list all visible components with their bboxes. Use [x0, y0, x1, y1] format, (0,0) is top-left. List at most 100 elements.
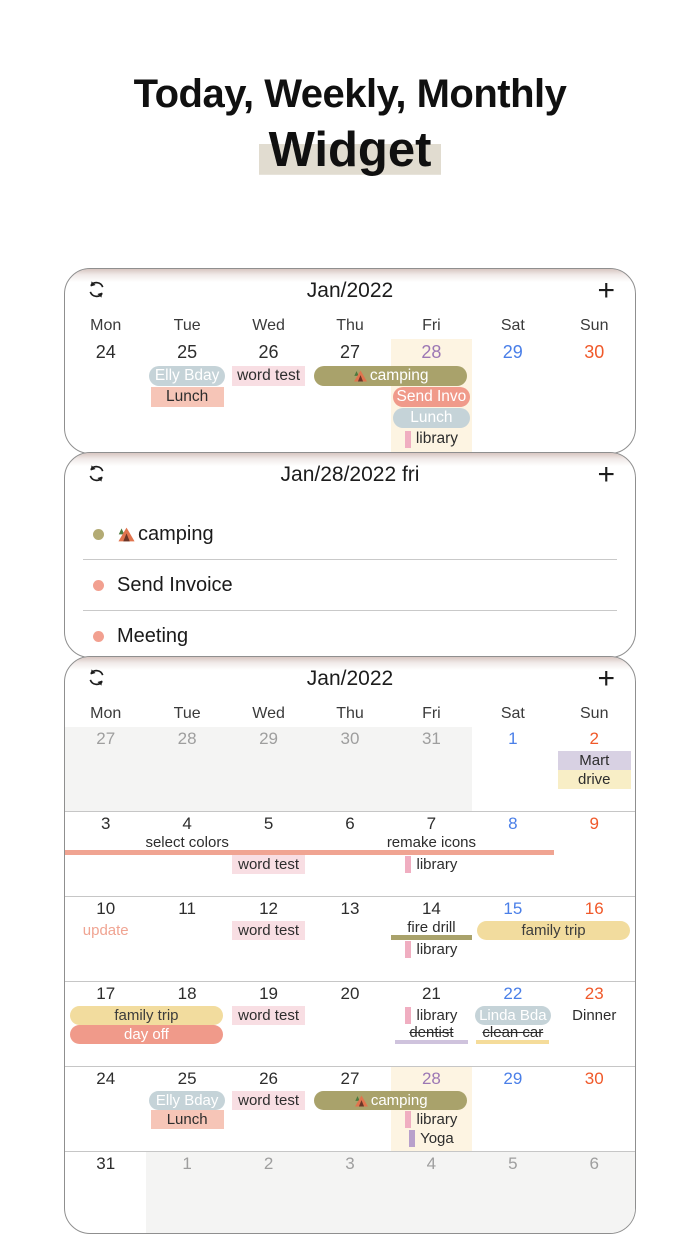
- day-cell[interactable]: 1: [508, 729, 518, 748]
- day-cell[interactable]: 6: [345, 814, 355, 833]
- agenda-item[interactable]: Meeting: [83, 611, 617, 657]
- dates-row: 24 25 26 27 28 29 30: [65, 1067, 635, 1091]
- event-camping[interactable]: camping: [309, 366, 472, 386]
- event-camping[interactable]: camping: [309, 1091, 472, 1110]
- refresh-button[interactable]: [87, 464, 106, 486]
- daily-widget: Jan/28/2022 fri + camping Send Invoice Mee…: [64, 452, 636, 658]
- event-select-colors[interactable]: select colors: [65, 835, 310, 855]
- day-cell[interactable]: 9: [589, 814, 599, 833]
- event-elly-bday[interactable]: Elly Bday: [146, 366, 227, 386]
- day-cell[interactable]: 7: [426, 814, 437, 833]
- event-remake-icons[interactable]: remake icons: [309, 835, 554, 855]
- day-cell[interactable]: 30: [340, 729, 360, 748]
- day-cell[interactable]: 1: [182, 1154, 192, 1173]
- event-word-test[interactable]: word test: [228, 855, 309, 874]
- day-cell[interactable]: 4: [426, 1154, 437, 1173]
- day-cell[interactable]: 20: [340, 984, 360, 1003]
- event-update[interactable]: update: [65, 921, 146, 940]
- event-word-test[interactable]: word test: [228, 366, 309, 386]
- day-cell[interactable]: 28: [421, 341, 442, 362]
- event-lunch[interactable]: Lunch: [391, 408, 472, 428]
- event-yoga[interactable]: Yoga: [391, 1129, 472, 1148]
- event-fire-drill[interactable]: fire drill: [390, 920, 473, 940]
- event-library[interactable]: library: [391, 855, 472, 874]
- day-cell[interactable]: 3: [100, 814, 111, 833]
- calendar-week: 10 11 12 13 14 15 16 update word test fire drill f…: [65, 896, 635, 981]
- event-linda-bda[interactable]: Linda Bda: [472, 1006, 553, 1025]
- event-elly-bday[interactable]: Elly Bday: [146, 1091, 227, 1110]
- event-library[interactable]: library: [391, 940, 472, 959]
- day-cell[interactable]: 8: [508, 814, 518, 833]
- day-cell[interactable]: 29: [502, 341, 523, 362]
- event-lunch[interactable]: Lunch: [146, 387, 227, 407]
- event-dentist[interactable]: dentist: [391, 1025, 472, 1044]
- event-word-test[interactable]: word test: [228, 921, 309, 940]
- add-event-button[interactable]: +: [597, 662, 615, 695]
- day-cell[interactable]: 11: [178, 899, 196, 918]
- day-cell[interactable]: 26: [258, 341, 279, 362]
- event-mart[interactable]: Mart: [554, 751, 635, 770]
- agenda-item[interactable]: Send Invoice: [83, 560, 617, 611]
- day-cell[interactable]: 28: [421, 1069, 441, 1088]
- day-cell[interactable]: 21: [421, 984, 441, 1003]
- day-cell[interactable]: 29: [503, 1069, 523, 1088]
- event-day-off[interactable]: day off: [65, 1025, 228, 1044]
- day-cell[interactable]: 5: [508, 1154, 518, 1173]
- day-cell[interactable]: 2: [589, 729, 599, 748]
- day-cell[interactable]: 23: [584, 984, 604, 1003]
- day-cell[interactable]: 29: [259, 729, 279, 748]
- day-cell[interactable]: 24: [96, 1069, 116, 1088]
- event-drive[interactable]: drive: [554, 770, 635, 789]
- add-event-button[interactable]: +: [597, 458, 615, 491]
- refresh-button[interactable]: [87, 668, 106, 690]
- event-row: Lunch library: [65, 1110, 635, 1129]
- event-word-test[interactable]: word test: [228, 1006, 309, 1025]
- day-cell[interactable]: 15: [503, 899, 523, 918]
- day-cell[interactable]: 16: [584, 899, 604, 918]
- day-cell[interactable]: 27: [96, 729, 116, 748]
- refresh-button[interactable]: [87, 280, 106, 302]
- day-cell[interactable]: 6: [589, 1154, 599, 1173]
- dates-row: 3 4 5 6 7 8 9: [65, 812, 635, 836]
- event-lunch[interactable]: Lunch: [146, 1110, 227, 1129]
- day-cell[interactable]: 30: [584, 1069, 604, 1088]
- day-cell[interactable]: 26: [259, 1069, 279, 1088]
- day-cell[interactable]: 24: [95, 341, 116, 362]
- event-color-bar: [405, 941, 412, 958]
- day-cell[interactable]: 31: [421, 729, 441, 748]
- day-cell[interactable]: 14: [421, 899, 441, 918]
- event-dinner[interactable]: Dinner: [554, 1006, 635, 1025]
- agenda-item[interactable]: camping: [83, 509, 617, 560]
- day-cell[interactable]: 25: [177, 341, 198, 362]
- dates-row: 27 28 29 30 31 1 2: [65, 727, 635, 751]
- day-cell[interactable]: 27: [339, 341, 360, 362]
- event-library[interactable]: library: [391, 429, 472, 449]
- day-cell[interactable]: 10: [96, 899, 116, 918]
- event-clean-car[interactable]: clean car: [472, 1025, 553, 1044]
- day-cell[interactable]: 2: [263, 1154, 274, 1173]
- day-cell[interactable]: 19: [259, 984, 279, 1003]
- day-cell[interactable]: 5: [263, 814, 274, 833]
- day-cell[interactable]: 31: [96, 1154, 116, 1173]
- event-library[interactable]: library: [391, 1110, 472, 1129]
- add-event-button[interactable]: +: [597, 274, 615, 307]
- event-family-trip[interactable]: family trip: [472, 921, 635, 940]
- event-row: word test library: [65, 855, 635, 874]
- day-cell[interactable]: 3: [345, 1154, 355, 1173]
- day-cell[interactable]: 12: [259, 899, 279, 918]
- event-family-trip[interactable]: family trip: [65, 1006, 228, 1025]
- day-cell[interactable]: 18: [177, 984, 197, 1003]
- day-cell[interactable]: 27: [340, 1069, 360, 1088]
- day-cell[interactable]: 28: [177, 729, 197, 748]
- monthly-calendar-grid: Mon Tue Wed Thu Fri Sat Sun 27 28 29 30 31 1 2 Mart dri…: [65, 701, 635, 1233]
- event-library[interactable]: library: [391, 1006, 472, 1025]
- day-cell[interactable]: 25: [177, 1069, 197, 1088]
- day-cell[interactable]: 22: [503, 984, 523, 1003]
- day-cell[interactable]: 4: [182, 814, 192, 833]
- event-word-test[interactable]: word test: [228, 1091, 309, 1110]
- day-cell[interactable]: 13: [340, 899, 360, 918]
- weekday-label: Mon: [90, 317, 122, 334]
- event-send-invo[interactable]: Send Invo: [391, 387, 472, 407]
- day-cell[interactable]: 17: [96, 984, 116, 1003]
- day-cell[interactable]: 30: [584, 341, 605, 362]
